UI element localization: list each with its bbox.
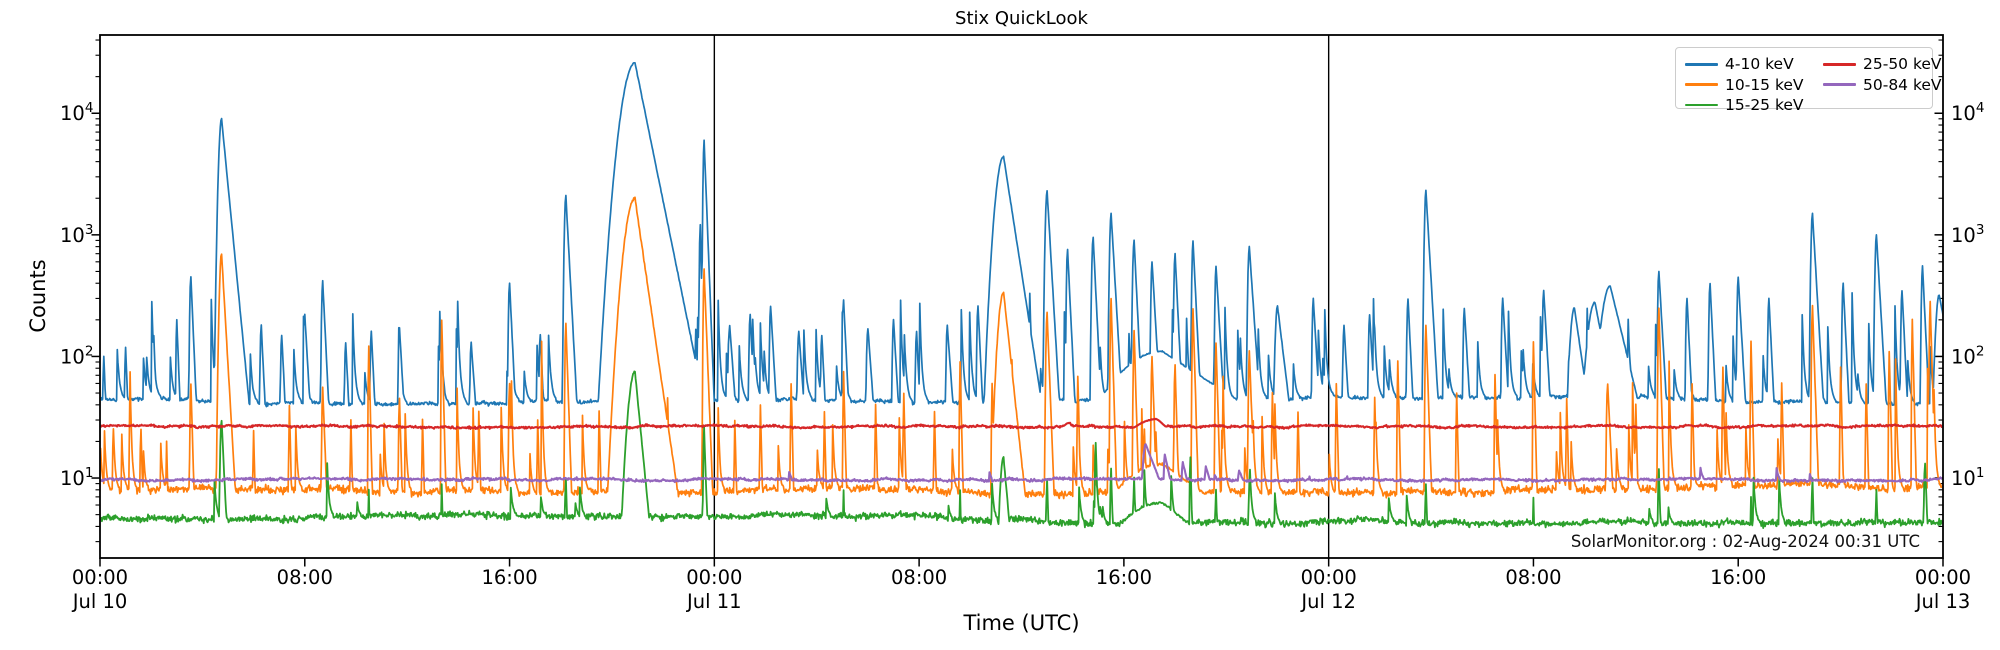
series-line-25-50-kev bbox=[100, 417, 1943, 430]
x-tick-date-label: Jul 12 bbox=[1299, 590, 1356, 613]
y-tick-label-right: 103 bbox=[1951, 222, 1984, 247]
y-tick-label: 104 bbox=[60, 100, 93, 125]
legend-key-line bbox=[1823, 83, 1856, 86]
legend-label: 15-25 keV bbox=[1725, 95, 1804, 114]
chart-title: Stix QuickLook bbox=[955, 8, 1088, 29]
series-line-15-25-kev bbox=[100, 370, 1943, 529]
legend-label: 25-50 keV bbox=[1863, 55, 1942, 74]
x-tick-time-label: 16:00 bbox=[1096, 566, 1152, 589]
x-axis-label: Time (UTC) bbox=[963, 611, 1080, 635]
x-tick-time-label: 00:00 bbox=[1301, 566, 1357, 589]
legend-key-line bbox=[1685, 83, 1718, 86]
legend-item-4-10-kev: 4-10 keV bbox=[1685, 54, 1823, 74]
y-tick-label-right: 104 bbox=[1951, 100, 1984, 125]
x-tick-time-label: 08:00 bbox=[277, 566, 333, 589]
x-tick-time-label: 16:00 bbox=[1710, 566, 1766, 589]
x-tick-time-label: 00:00 bbox=[1915, 566, 1971, 589]
x-tick-time-label: 00:00 bbox=[72, 566, 128, 589]
legend-key-line bbox=[1685, 103, 1718, 107]
x-tick-date-label: Jul 13 bbox=[1914, 590, 1971, 613]
series-line-10-15-kev bbox=[100, 196, 1943, 500]
legend-item-10-15-kev: 10-15 keV bbox=[1685, 74, 1823, 94]
legend-item-25-50-kev: 25-50 keV bbox=[1823, 54, 1942, 74]
y-tick-label: 103 bbox=[60, 222, 93, 247]
plot-border bbox=[99, 34, 1944, 559]
legend: 4-10 keV 10-15 keV 15-25 keV 25-50 keV 50-84… bbox=[1675, 47, 1942, 114]
x-tick-time-label: 08:00 bbox=[891, 566, 947, 589]
watermark-annotation: SolarMonitor.org : 02-Aug-2024 00:31 UTC bbox=[1570, 532, 1920, 551]
y-tick-label: 101 bbox=[60, 465, 93, 490]
series-line-50-84-kev bbox=[100, 443, 1943, 484]
y-tick-label-right: 101 bbox=[1951, 465, 1984, 490]
x-tick-time-label: 00:00 bbox=[686, 566, 742, 589]
legend-key-line bbox=[1685, 62, 1718, 66]
legend-label: 50-84 keV bbox=[1863, 75, 1942, 94]
x-tick-time-label: 08:00 bbox=[1505, 566, 1561, 589]
legend-label: 4-10 keV bbox=[1725, 55, 1794, 74]
legend-item-50-84-kev: 50-84 keV bbox=[1823, 74, 1942, 94]
y-tick-label-right: 102 bbox=[1951, 343, 1984, 368]
legend-key-line bbox=[1823, 62, 1856, 66]
x-tick-time-label: 16:00 bbox=[481, 566, 537, 589]
y-tick-label: 102 bbox=[60, 343, 93, 368]
series-line-4-10-kev bbox=[100, 61, 1943, 408]
legend-item-15-25-kev: 15-25 keV bbox=[1685, 95, 1823, 115]
legend-label: 10-15 keV bbox=[1725, 75, 1804, 94]
x-tick-date-label: Jul 11 bbox=[685, 590, 742, 613]
x-tick-date-label: Jul 10 bbox=[71, 590, 128, 613]
